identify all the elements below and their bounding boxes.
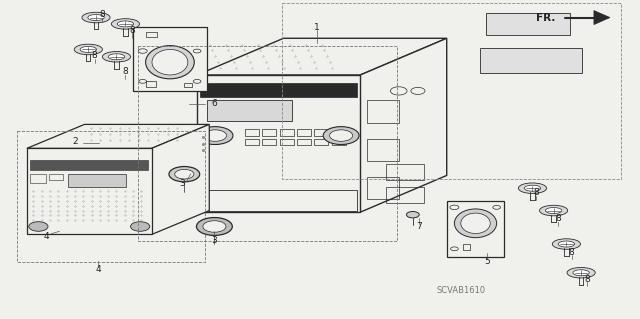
Ellipse shape (117, 21, 134, 27)
Bar (197, 75, 360, 212)
Bar (367, 177, 399, 199)
Ellipse shape (323, 127, 359, 145)
Bar (30, 160, 148, 170)
Bar (332, 129, 346, 136)
Text: 3: 3 (180, 179, 185, 188)
Bar (332, 139, 346, 145)
Bar (297, 129, 311, 136)
Text: 8: 8 (123, 67, 128, 76)
Polygon shape (594, 11, 610, 25)
Ellipse shape (80, 47, 97, 52)
Bar (262, 139, 276, 145)
Bar (280, 139, 294, 145)
Ellipse shape (111, 19, 140, 29)
Ellipse shape (175, 169, 194, 179)
Bar (386, 164, 424, 180)
Ellipse shape (108, 54, 125, 60)
Bar (447, 201, 504, 257)
Text: 1: 1 (314, 23, 319, 32)
Text: 3: 3 (212, 236, 217, 245)
Bar (314, 139, 328, 145)
Bar (207, 100, 292, 121)
Ellipse shape (573, 270, 589, 276)
Bar (245, 139, 259, 145)
Bar (367, 139, 399, 161)
Bar (146, 81, 156, 87)
Text: FR.: FR. (536, 12, 556, 23)
Text: 4: 4 (44, 232, 49, 241)
Text: 8: 8 (92, 51, 97, 60)
Text: 8: 8 (569, 248, 574, 256)
Ellipse shape (74, 44, 102, 55)
Ellipse shape (152, 49, 188, 75)
Ellipse shape (131, 222, 150, 231)
Text: 2: 2 (73, 137, 78, 146)
Ellipse shape (524, 185, 541, 191)
Ellipse shape (169, 167, 200, 182)
Text: 8: 8 (100, 10, 105, 19)
Ellipse shape (406, 211, 419, 218)
Text: 7: 7 (417, 222, 422, 231)
Polygon shape (197, 38, 447, 75)
Text: 5: 5 (484, 257, 490, 266)
Bar (262, 129, 276, 136)
Bar (297, 139, 311, 145)
Bar (49, 174, 63, 180)
Ellipse shape (454, 209, 497, 238)
Ellipse shape (461, 213, 490, 234)
Bar (133, 27, 207, 91)
Ellipse shape (196, 218, 232, 235)
Bar (463, 244, 470, 250)
Bar (30, 174, 46, 183)
Ellipse shape (552, 239, 580, 249)
Bar (280, 129, 294, 136)
Text: 8: 8 (556, 214, 561, 223)
Ellipse shape (558, 241, 575, 247)
Bar (200, 190, 357, 211)
Bar (200, 83, 357, 97)
Ellipse shape (567, 267, 595, 278)
Text: 4: 4 (95, 265, 100, 274)
Ellipse shape (82, 12, 110, 23)
Bar (386, 187, 424, 203)
Bar (184, 83, 192, 87)
Ellipse shape (29, 222, 48, 231)
Ellipse shape (102, 51, 131, 62)
Ellipse shape (203, 221, 226, 232)
Ellipse shape (540, 205, 568, 216)
Text: 8: 8 (534, 189, 539, 197)
Ellipse shape (204, 130, 227, 141)
Ellipse shape (518, 183, 547, 193)
Polygon shape (360, 38, 447, 212)
Polygon shape (27, 124, 209, 148)
Ellipse shape (88, 15, 104, 20)
Text: SCVAB1610: SCVAB1610 (436, 286, 485, 295)
Bar (314, 129, 328, 136)
Ellipse shape (197, 127, 233, 145)
Bar (367, 100, 399, 123)
Bar (68, 174, 126, 187)
Bar (146, 32, 157, 37)
Bar (480, 48, 582, 73)
Ellipse shape (545, 208, 562, 213)
Polygon shape (152, 124, 209, 234)
Text: 8: 8 (584, 275, 589, 284)
Text: 8: 8 (130, 26, 135, 35)
Bar (245, 129, 259, 136)
Ellipse shape (146, 46, 195, 79)
Text: 6: 6 (212, 99, 217, 108)
Ellipse shape (330, 130, 353, 141)
Bar (486, 13, 570, 35)
Bar (27, 148, 152, 234)
